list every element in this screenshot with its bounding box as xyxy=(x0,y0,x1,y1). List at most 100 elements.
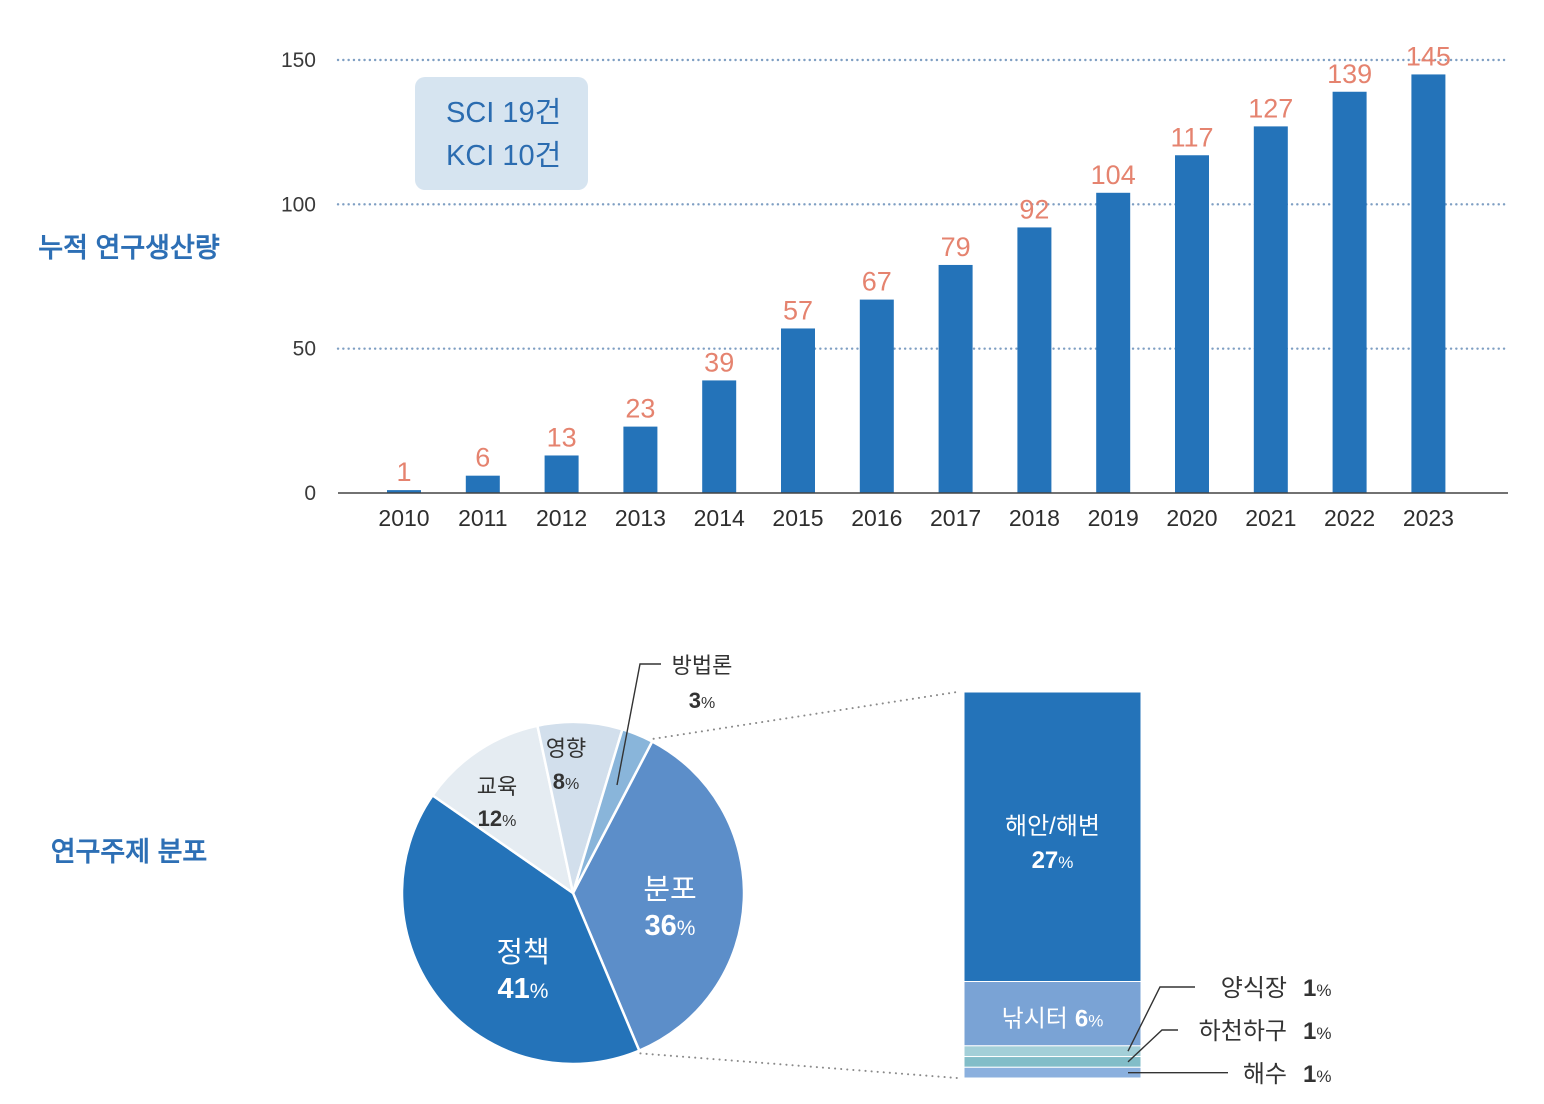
breakdown-leader-line-2 xyxy=(1127,986,1195,1052)
x-tick-label-2016: 2016 xyxy=(851,505,902,531)
percent-sign: % xyxy=(1316,1024,1331,1043)
bar-value-label-2013: 23 xyxy=(625,394,655,424)
x-tick-label-2022: 2022 xyxy=(1324,505,1375,531)
breakdown-value-3: 1% xyxy=(1303,1018,1331,1045)
bar-value-label-2015: 57 xyxy=(783,295,813,325)
bar-2018 xyxy=(1017,227,1052,493)
pie-slice-percent-3: 8 xyxy=(553,769,565,794)
pie-slice-value-1: 41% xyxy=(498,973,549,1005)
breakdown-label-2: 양식장 xyxy=(1221,975,1287,1002)
bar-value-label-2011: 6 xyxy=(475,443,490,473)
bar-2014 xyxy=(702,380,737,493)
bar-value-label-2021: 127 xyxy=(1248,93,1293,123)
x-tick-label-2023: 2023 xyxy=(1403,505,1454,531)
breakdown-connector-lines xyxy=(639,691,958,1079)
bar-value-label-2017: 79 xyxy=(941,232,971,262)
bar-value-label-2022: 139 xyxy=(1327,59,1372,89)
bar-2020 xyxy=(1175,155,1209,493)
pie-slice-4 xyxy=(571,728,654,895)
breakdown-label-group-1: 낚시터 6% xyxy=(1002,1006,1104,1033)
breakdown-segment-2 xyxy=(963,1045,1142,1058)
pie-slice-label-1: 정책 xyxy=(496,937,549,969)
bar-value-label-2010: 1 xyxy=(396,457,411,487)
bar-2023 xyxy=(1411,74,1446,493)
y-tick-label-50: 50 xyxy=(293,338,316,361)
pie-slice-percent-0: 36 xyxy=(645,910,677,942)
percent-sign: % xyxy=(530,980,549,1003)
x-tick-label-2020: 2020 xyxy=(1166,505,1217,531)
percent-sign: % xyxy=(1088,1012,1103,1031)
breakdown-label-3: 하천하구 xyxy=(1199,1018,1287,1045)
pie-chart-title: 연구주제 분포 xyxy=(51,837,208,867)
bar-2022 xyxy=(1332,91,1367,494)
breakdown-value-4: 1% xyxy=(1303,1061,1331,1088)
pie-chart: 분포 36% 정책 41% 교육 12% 영향 8% 방법론 3% xyxy=(400,653,746,1066)
bar-value-label-2014: 39 xyxy=(704,347,734,377)
x-tick-label-2015: 2015 xyxy=(772,505,823,531)
bar-value-label-2023: 145 xyxy=(1406,41,1451,71)
bar-2016 xyxy=(859,299,894,493)
pie-slice-label-2: 교육 xyxy=(477,774,517,799)
percent-sign: % xyxy=(1316,981,1331,1000)
breakdown-percent-3: 1 xyxy=(1303,1018,1316,1045)
breakdown-segment-4 xyxy=(963,1066,1142,1079)
pie-slice-percent-1: 41 xyxy=(498,973,530,1005)
breakdown-segment-0 xyxy=(963,691,1142,982)
breakdown-label-0: 해안/해변 xyxy=(1005,813,1100,840)
pie-slice-value-2: 12% xyxy=(478,806,517,831)
pie-leader-line-4 xyxy=(616,663,661,786)
bar-value-label-2020: 117 xyxy=(1170,122,1213,152)
x-tick-label-2012: 2012 xyxy=(536,505,587,531)
bar-value-label-2016: 67 xyxy=(862,267,892,297)
y-tick-label-150: 150 xyxy=(281,49,316,72)
percent-sign: % xyxy=(502,813,516,830)
pie-slice-1 xyxy=(400,794,641,1066)
bar-2013 xyxy=(623,426,658,493)
y-tick-label-100: 100 xyxy=(281,193,316,216)
percent-sign: % xyxy=(1058,853,1073,872)
pie-slice-label-3: 영향 xyxy=(546,736,586,761)
bar-chart-grid: 0 50 100 150 xyxy=(281,49,1510,505)
bar-value-label-2018: 92 xyxy=(1019,194,1049,224)
breakdown-value-0: 27% xyxy=(1032,847,1074,874)
pie-slice-2 xyxy=(431,724,575,895)
breakdown-percent-2: 1 xyxy=(1303,975,1316,1002)
bar-2012 xyxy=(544,455,579,493)
breakdown-stacked-bar: 해안/해변 27% 낚시터 6% 양식장 1% 하천하구 1% 해수 1% xyxy=(963,691,1331,1088)
percent-sign: % xyxy=(565,776,579,793)
bar-2015 xyxy=(781,328,815,493)
pie-slice-label-0: 분포 xyxy=(643,874,696,906)
pie-slice-value-4: 3% xyxy=(689,688,715,713)
info-box-background xyxy=(415,77,588,190)
bar-2011 xyxy=(465,475,500,493)
x-tick-label-2011: 2011 xyxy=(458,505,507,531)
pie-slice-label-4: 방법론 xyxy=(672,653,733,678)
breakdown-percent-4: 1 xyxy=(1303,1061,1316,1088)
bar-value-label-2019: 104 xyxy=(1091,160,1136,190)
x-tick-label-2014: 2014 xyxy=(694,505,745,531)
info-box-sci-count: SCI 19건 xyxy=(446,97,561,129)
breakdown-segment-3 xyxy=(963,1056,1142,1068)
pie-slice-percent-2: 12 xyxy=(478,806,502,831)
pie-slice-percent-4: 3 xyxy=(689,688,701,713)
x-tick-label-2019: 2019 xyxy=(1088,505,1139,531)
bar-chart-title: 누적 연구생산량 xyxy=(38,233,220,263)
x-tick-label-2018: 2018 xyxy=(1009,505,1060,531)
bar-value-label-2012: 13 xyxy=(547,422,577,452)
x-tick-label-2021: 2021 xyxy=(1245,505,1296,531)
bar-chart-marks: 1 2010 6 2011 13 2012 23 2013 39 2014 57 2015 67 2016… xyxy=(338,41,1508,531)
bar-2019 xyxy=(1096,192,1131,493)
bar-2021 xyxy=(1253,126,1288,493)
publication-info-box: SCI 19건 KCI 10건 xyxy=(415,77,588,190)
breakdown-segment-1 xyxy=(963,981,1142,1047)
bar-2010 xyxy=(387,490,421,493)
percent-sign: % xyxy=(701,695,715,712)
info-box-kci-count: KCI 10건 xyxy=(446,140,561,172)
x-tick-label-2013: 2013 xyxy=(615,505,666,531)
percent-sign: % xyxy=(1316,1067,1331,1086)
pie-slice-value-0: 36% xyxy=(645,910,696,942)
percent-sign: % xyxy=(677,917,696,940)
x-tick-label-2010: 2010 xyxy=(378,505,429,531)
breakdown-label-4: 해수 xyxy=(1243,1061,1287,1088)
breakdown-value-2: 1% xyxy=(1303,975,1331,1002)
